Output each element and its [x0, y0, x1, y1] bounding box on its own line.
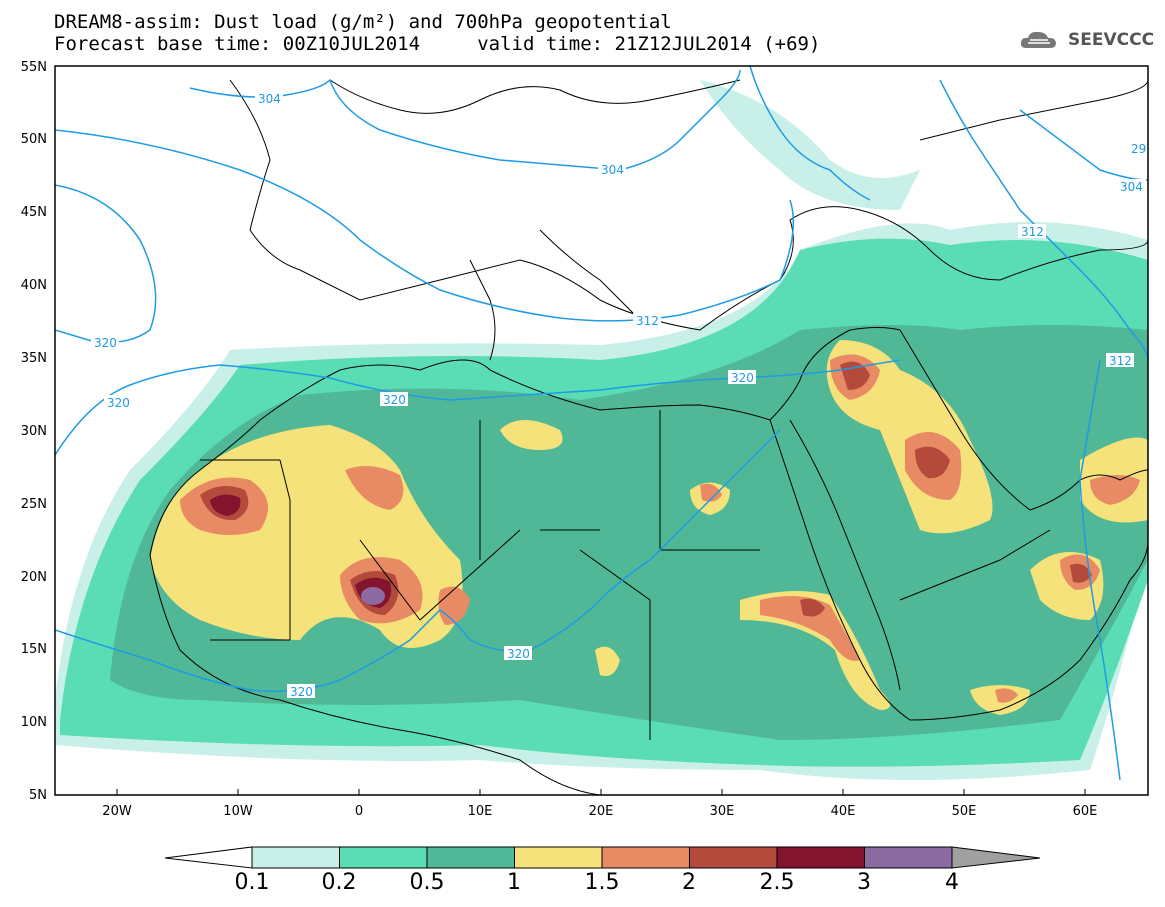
colorbar-label-0.2: 0.2: [321, 870, 357, 895]
seevccc-logo: [1020, 31, 1056, 48]
colorbar-label-1: 1: [507, 870, 521, 895]
y-tick-5N: 5N: [29, 788, 47, 803]
map-title: DREAM8-assim: Dust load (g/m²) and 700hP…: [54, 11, 672, 33]
coastlines: [149, 79, 1148, 795]
colorbar: [164, 846, 1041, 869]
x-axis: 20W 10W 0 10E 20E 30E 40E 50E 60E: [102, 789, 1097, 819]
svg-text:320: 320: [290, 685, 313, 699]
svg-text:312: 312: [1021, 225, 1044, 239]
contour-label-29-edge: 29: [1128, 141, 1148, 156]
y-tick-50N: 50N: [21, 132, 47, 147]
svg-text:320: 320: [383, 393, 406, 407]
y-tick-25N: 25N: [21, 497, 47, 512]
contour-label-320-atlantic-south: 320: [104, 395, 132, 410]
svg-text:304: 304: [601, 163, 624, 177]
x-tick-20E: 20E: [589, 804, 614, 819]
svg-text:312: 312: [1109, 354, 1132, 368]
svg-text:320: 320: [507, 647, 530, 661]
contour-label-304-europe: 304: [598, 162, 626, 177]
x-tick-10W: 10W: [223, 804, 253, 819]
x-tick-0: 0: [355, 804, 363, 819]
contour-label-320-westafrica: 320: [287, 684, 315, 699]
contour-label-304-west: 304: [255, 91, 283, 106]
colorbar-label-2.5: 2.5: [759, 870, 795, 895]
colorbar-swatch-7: [776, 846, 865, 869]
y-tick-30N: 30N: [21, 424, 47, 439]
map-subtitle: Forecast base time: 00Z10JUL2014 valid t…: [54, 33, 821, 55]
y-tick-10N: 10N: [21, 715, 47, 730]
y-tick-15N: 15N: [21, 642, 47, 657]
x-tick-60E: 60E: [1073, 804, 1098, 819]
svg-text:304: 304: [258, 92, 281, 106]
colorbar-high-arrow: [951, 846, 1041, 869]
colorbar-swatch-6: [689, 846, 778, 869]
y-tick-40N: 40N: [21, 278, 47, 293]
contour-label-304-east: 304: [1118, 179, 1146, 194]
geopotential-contours: [55, 66, 1148, 781]
colorbar-swatch-5: [601, 846, 690, 869]
contour-label-320-egypt: 320: [728, 370, 756, 385]
x-tick-30E: 30E: [710, 804, 735, 819]
contour-label-320-chad: 320: [504, 646, 532, 661]
contour-label-320-sahara: 320: [380, 392, 408, 407]
contour-label-320-atlantic-north: 320: [91, 335, 119, 350]
y-tick-35N: 35N: [21, 351, 47, 366]
colorbar-label-2: 2: [682, 870, 696, 895]
x-tick-marks: [116, 789, 1086, 795]
x-tick-50E: 50E: [952, 804, 977, 819]
y-tick-20N: 20N: [21, 570, 47, 585]
colorbar-label-4: 4: [945, 870, 959, 895]
x-tick-20W: 20W: [102, 804, 132, 819]
svg-text:312: 312: [636, 314, 659, 328]
x-tick-10E: 10E: [468, 804, 493, 819]
colorbar-low-arrow: [164, 846, 253, 869]
colorbar-swatch-4: [514, 846, 603, 869]
x-tick-40E: 40E: [831, 804, 856, 819]
contour-label-312-iran: 312: [1106, 353, 1134, 368]
y-tick-55N: 55N: [21, 60, 47, 75]
svg-text:320: 320: [94, 336, 117, 350]
colorbar-swatch-2: [339, 846, 428, 869]
colorbar-label-3: 3: [857, 870, 871, 895]
contour-label-312-caspian: 312: [1018, 224, 1046, 239]
colorbar-swatch-1: [251, 846, 340, 869]
colorbar-label-0.1: 0.1: [234, 870, 270, 895]
colorbar-label-1.5: 1.5: [584, 870, 620, 895]
y-axis: 55N 50N 45N 40N 35N 30N 25N 20N 15N 10N …: [21, 60, 47, 803]
logo-text: SEEVCCC: [1068, 30, 1155, 50]
colorbar-swatch-3: [426, 846, 515, 869]
dust-layer-3: [361, 587, 385, 605]
svg-text:320: 320: [107, 396, 130, 410]
svg-text:29: 29: [1131, 142, 1146, 156]
svg-text:320: 320: [731, 371, 754, 385]
colorbar-label-0.5: 0.5: [409, 870, 445, 895]
contour-label-312-greece: 312: [633, 313, 661, 328]
contour-labels: 304 304 304 312 312 320 320 320 320 320 …: [91, 91, 1148, 699]
colorbar-swatch-8: [864, 846, 953, 869]
y-tick-45N: 45N: [21, 205, 47, 220]
svg-text:304: 304: [1120, 180, 1143, 194]
